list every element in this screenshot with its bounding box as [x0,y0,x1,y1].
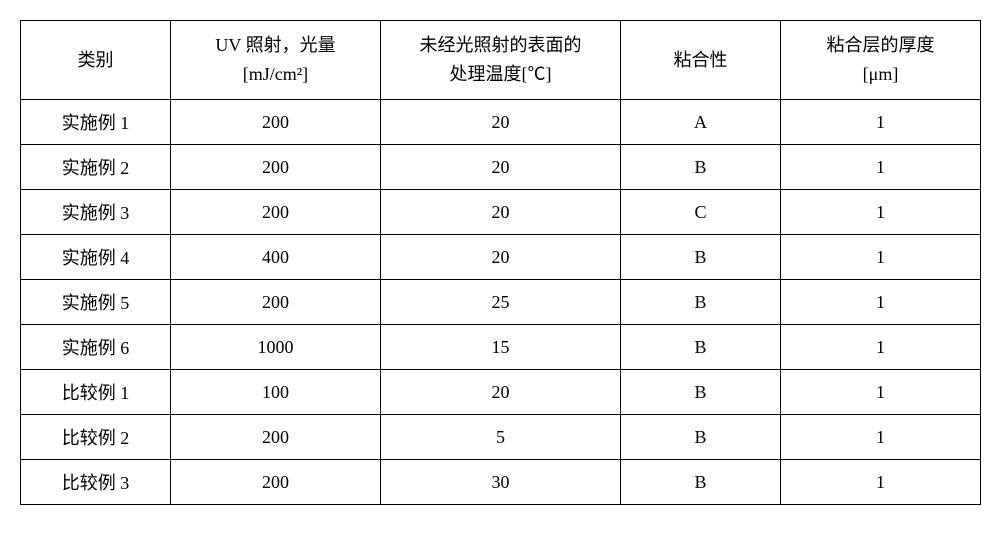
table-cell: B [621,325,781,370]
table-cell: B [621,280,781,325]
table-row: 实施例 120020A1 [21,100,981,145]
table-cell: 1 [781,145,981,190]
table-cell: 100 [171,370,381,415]
table-header-row: 类别 UV 照射，光量 [mJ/cm²] 未经光照射的表面的 处理温度[℃] 粘… [21,21,981,100]
table-cell: B [621,415,781,460]
table-cell: 15 [381,325,621,370]
table-cell: B [621,370,781,415]
table-cell: 200 [171,100,381,145]
table-cell: 1 [781,325,981,370]
table-cell: 1 [781,190,981,235]
table-cell: 200 [171,415,381,460]
header-label-line2: [mJ/cm²] [243,64,308,84]
table-cell: 30 [381,460,621,505]
col-header-adhesion: 粘合性 [621,21,781,100]
header-label-line1: UV 照射，光量 [215,35,335,55]
table-cell: 20 [381,100,621,145]
table-cell: 1 [781,235,981,280]
table-cell: C [621,190,781,235]
col-header-treat-temp: 未经光照射的表面的 处理温度[℃] [381,21,621,100]
table-row: 比较例 110020B1 [21,370,981,415]
table-cell: 400 [171,235,381,280]
table-row: 比较例 22005B1 [21,415,981,460]
table-cell: 1 [781,370,981,415]
table-row: 实施例 220020B1 [21,145,981,190]
table-cell: 实施例 6 [21,325,171,370]
table-cell: 20 [381,145,621,190]
header-label-line2: 处理温度[℃] [450,64,552,84]
table-cell: 5 [381,415,621,460]
table-row: 实施例 320020C1 [21,190,981,235]
table-cell: 1 [781,100,981,145]
table-cell: A [621,100,781,145]
table-cell: 25 [381,280,621,325]
table-cell: 实施例 3 [21,190,171,235]
experiment-results-table: 类别 UV 照射，光量 [mJ/cm²] 未经光照射的表面的 处理温度[℃] 粘… [20,20,981,505]
table-cell: 实施例 5 [21,280,171,325]
header-label-line1: 未经光照射的表面的 [420,35,582,55]
table-cell: 200 [171,145,381,190]
header-label-line2: [μm] [863,64,899,84]
header-label: 粘合性 [674,50,728,70]
table-cell: B [621,145,781,190]
table-cell: B [621,235,781,280]
table-body: 实施例 120020A1实施例 220020B1实施例 320020C1实施例 … [21,100,981,505]
table-cell: 1 [781,415,981,460]
header-label: 类别 [78,50,114,70]
table-cell: 1000 [171,325,381,370]
table-cell: 实施例 2 [21,145,171,190]
table-cell: 200 [171,280,381,325]
table-cell: 20 [381,235,621,280]
table-row: 实施例 440020B1 [21,235,981,280]
col-header-category: 类别 [21,21,171,100]
table-cell: 比较例 2 [21,415,171,460]
table-cell: B [621,460,781,505]
table-cell: 20 [381,370,621,415]
table-row: 实施例 520025B1 [21,280,981,325]
table-cell: 实施例 4 [21,235,171,280]
table-cell: 20 [381,190,621,235]
table-cell: 比较例 3 [21,460,171,505]
col-header-uv-dose: UV 照射，光量 [mJ/cm²] [171,21,381,100]
table-cell: 比较例 1 [21,370,171,415]
table-cell: 1 [781,280,981,325]
table-row: 实施例 6100015B1 [21,325,981,370]
table-row: 比较例 320030B1 [21,460,981,505]
table-cell: 200 [171,460,381,505]
col-header-thickness: 粘合层的厚度 [μm] [781,21,981,100]
header-label-line1: 粘合层的厚度 [827,35,935,55]
table-cell: 200 [171,190,381,235]
table-cell: 1 [781,460,981,505]
table-cell: 实施例 1 [21,100,171,145]
